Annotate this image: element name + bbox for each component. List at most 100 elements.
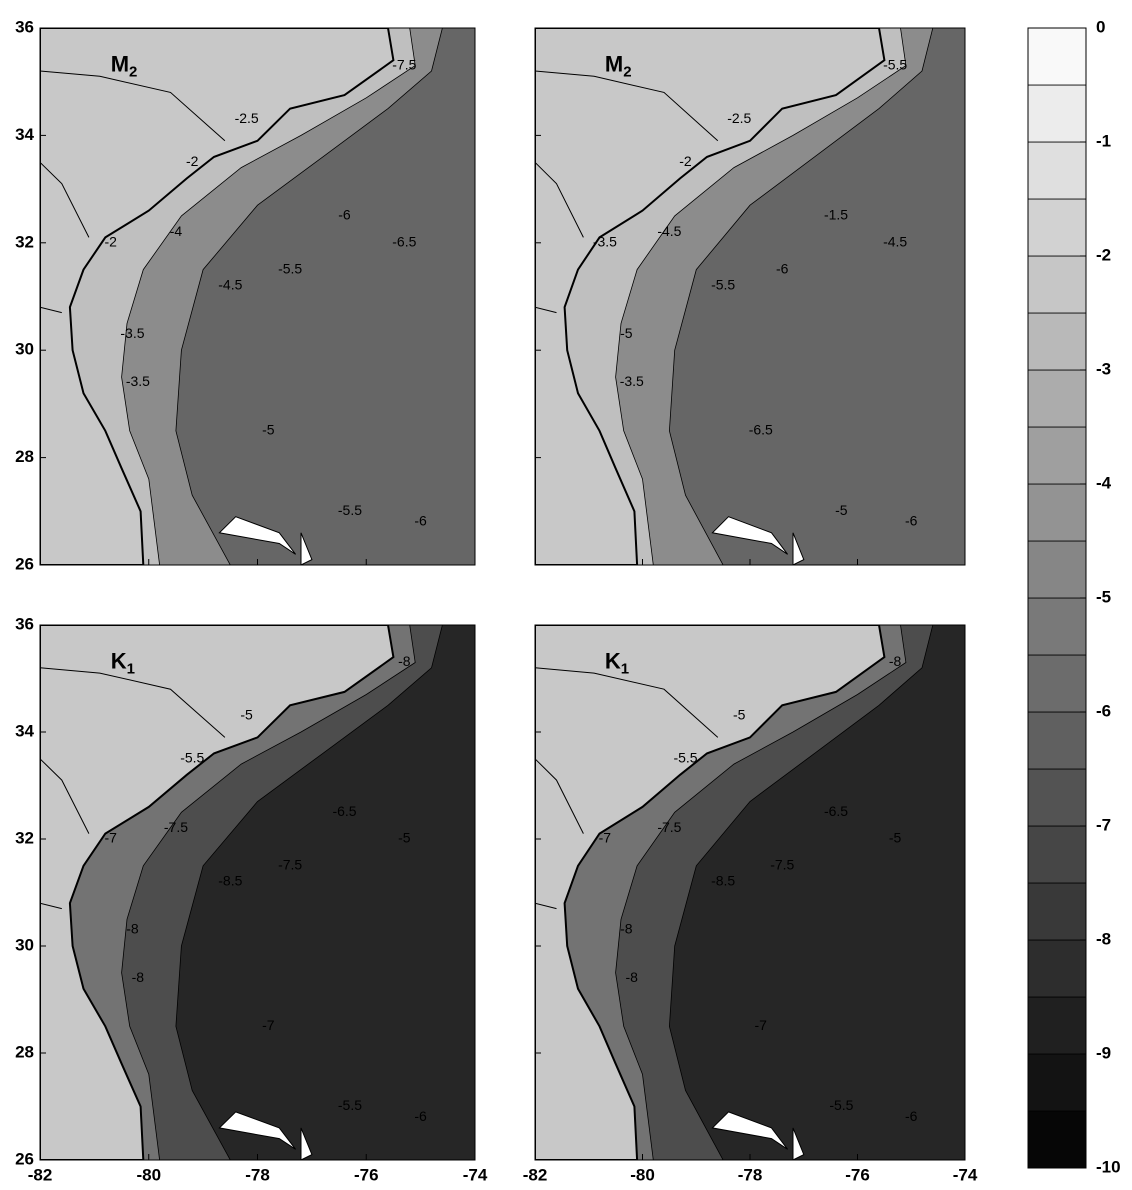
colorbar-band	[1028, 655, 1086, 712]
colorbar-band	[1028, 85, 1086, 142]
panel-label-main: M	[605, 51, 623, 76]
contour-label: -3.5	[120, 325, 144, 341]
contour-label: -7	[104, 830, 117, 846]
colorbar-tick-label: -6	[1096, 701, 1111, 720]
map-panel: -5-5.5-7-7.5-8-8.5-7.5-7-6.5-5-8-5.5-6-8…	[523, 625, 978, 1184]
contour-label: -8.5	[711, 873, 735, 889]
contour-label: -6.5	[392, 234, 416, 250]
contour-label: -5.5	[673, 749, 697, 765]
contour-label: -7.5	[770, 856, 794, 872]
contour-label: -5.5	[883, 56, 907, 72]
contour-label: -5.5	[338, 1097, 362, 1113]
y-tick-label: 32	[15, 828, 34, 847]
colorbar-band	[1028, 769, 1086, 826]
colorbar-tick-label: -10	[1096, 1157, 1121, 1176]
contour-label: -6	[905, 513, 918, 529]
colorbar-band	[1028, 598, 1086, 655]
x-tick-label: -74	[463, 1165, 488, 1184]
contour-label: -5	[835, 502, 848, 518]
colorbar-band	[1028, 1111, 1086, 1168]
y-tick-label: 28	[15, 447, 34, 466]
y-tick-label: 26	[15, 554, 34, 573]
colorbar-band	[1028, 256, 1086, 313]
colorbar-band	[1028, 1054, 1086, 1111]
contour-label: -7.5	[657, 819, 681, 835]
x-tick-label: -82	[523, 1165, 548, 1184]
colorbar-band	[1028, 883, 1086, 940]
contour-label: -2	[679, 153, 692, 169]
contour-label: -5.5	[711, 276, 735, 292]
contour-label: -2	[186, 153, 199, 169]
y-tick-label: 34	[15, 125, 34, 144]
x-tick-label: -74	[953, 1165, 978, 1184]
y-tick-label: 32	[15, 232, 34, 251]
colorbar-tick-label: -4	[1096, 473, 1112, 492]
colorbar-band	[1028, 142, 1086, 199]
colorbar-tick-label: -5	[1096, 587, 1111, 606]
x-tick-label: -80	[136, 1165, 161, 1184]
map-panel: -5-5.5-7-7.5-8-8.5-7.5-7-6.5-5-8-5.5-6-8…	[15, 614, 488, 1184]
x-tick-label: -80	[630, 1165, 655, 1184]
colorbar-tick-label: -1	[1096, 131, 1111, 150]
panel-label-main: K	[605, 648, 621, 673]
y-tick-label: 36	[15, 614, 34, 633]
panel-label-sub: 2	[129, 64, 137, 81]
colorbar-band	[1028, 313, 1086, 370]
x-tick-label: -76	[845, 1165, 870, 1184]
contour-label: -2	[104, 234, 117, 250]
colorbar-tick-label: -8	[1096, 929, 1111, 948]
colorbar-band	[1028, 826, 1086, 883]
colorbar-band	[1028, 199, 1086, 256]
map-layers: -2.5-2-2-4-3.5-4.5-5.5-5-6-6.5-7.5-5.5-6…	[40, 28, 475, 565]
contour-label: -5	[240, 707, 253, 723]
colorbar-band	[1028, 541, 1086, 598]
contour-label: -5	[733, 707, 746, 723]
x-tick-label: -78	[245, 1165, 270, 1184]
y-tick-label: 30	[15, 935, 34, 954]
colorbar-band	[1028, 427, 1086, 484]
contour-label: -7.5	[164, 819, 188, 835]
contour-label: -2.5	[235, 110, 259, 126]
y-tick-label: 28	[15, 1042, 34, 1061]
map-panel: -2.5-2-2-4-3.5-4.5-5.5-5-6-6.5-7.5-5.5-6…	[15, 17, 475, 573]
contour-label: -2.5	[727, 110, 751, 126]
panel-label-main: K	[111, 648, 127, 673]
panel-label-main: M	[111, 51, 129, 76]
panel-label-sub: 1	[127, 660, 135, 677]
map-layers: -5-5.5-7-7.5-8-8.5-7.5-7-6.5-5-8-5.5-6-8	[535, 625, 965, 1160]
contour-label: -5.5	[278, 260, 302, 276]
contour-label: -6	[338, 207, 351, 223]
panel-label-sub: 1	[621, 660, 629, 677]
map-panel: -2.5-2-3.5-4.5-5-5.5-6-6.5-1.5-4.5-5.5-5…	[535, 28, 965, 565]
colorbar-tick-label: -7	[1096, 815, 1111, 834]
y-tick-label: 34	[15, 721, 34, 740]
contour-label: -3.5	[126, 373, 150, 389]
contour-label: -6.5	[824, 803, 848, 819]
x-tick-label: -78	[738, 1165, 763, 1184]
figure: -2.5 -2 -2 -4 -3.5 -4.5 -5.5 -5 -6 -6.5 -7.5 -5.5 -6…	[0, 0, 1132, 1190]
y-tick-label: 36	[15, 17, 34, 36]
colorbar-tick-label: -3	[1096, 359, 1111, 378]
contour-label: -6	[905, 1108, 918, 1124]
contour-label: -7	[262, 1017, 275, 1033]
contour-label: -5	[889, 830, 902, 846]
contour-label: -4	[170, 223, 183, 239]
contour-label: -6.5	[332, 803, 356, 819]
contour-label: -5.5	[180, 749, 204, 765]
colorbar-tick-label: -9	[1096, 1043, 1111, 1062]
y-tick-label: 30	[15, 340, 34, 359]
contour-label: -4.5	[657, 223, 681, 239]
contour-label: -7	[599, 830, 612, 846]
contour-label: -7.5	[392, 56, 416, 72]
contour-label: -6	[776, 260, 789, 276]
panel-label-sub: 2	[623, 64, 631, 81]
contour-label: -5.5	[829, 1097, 853, 1113]
contour-label: -4.5	[883, 234, 907, 250]
colorbar-band	[1028, 484, 1086, 541]
contour-label: -8	[620, 921, 633, 937]
contour-label: -8	[126, 921, 139, 937]
contour-label: -5	[262, 421, 275, 437]
contour-label: -8	[889, 653, 902, 669]
colorbar-band	[1028, 712, 1086, 769]
contour-label: -6	[414, 1108, 427, 1124]
